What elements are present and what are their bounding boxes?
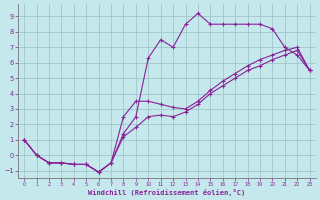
- X-axis label: Windchill (Refroidissement éolien,°C): Windchill (Refroidissement éolien,°C): [88, 189, 245, 196]
